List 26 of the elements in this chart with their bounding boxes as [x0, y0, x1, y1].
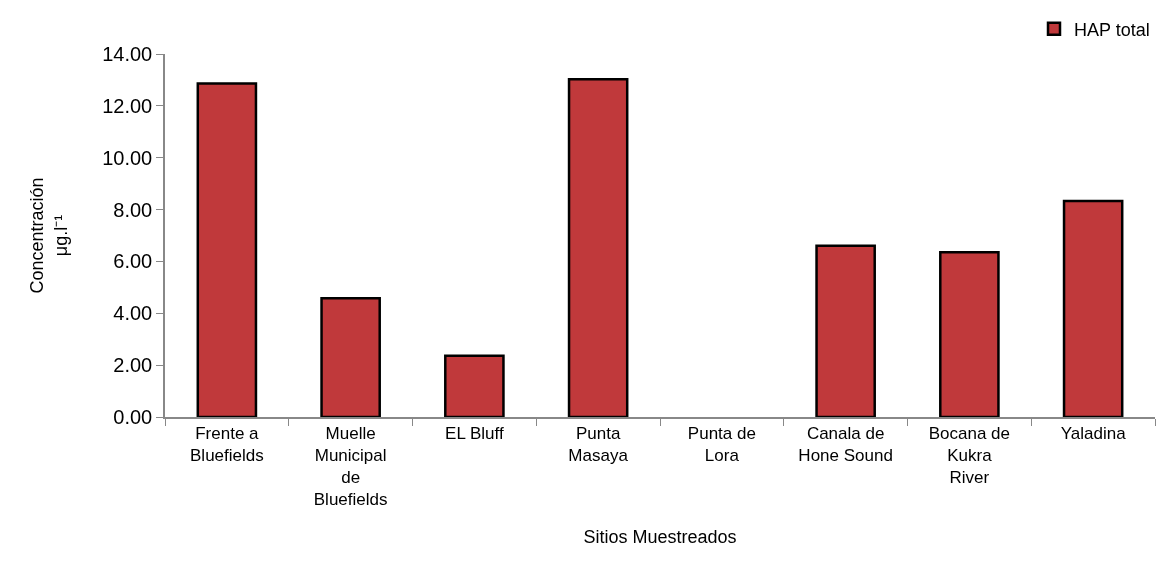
x-tick-label: Canala de Hone Sound — [798, 424, 893, 466]
y-tick-label: 0.00 — [113, 406, 153, 428]
bar — [815, 244, 876, 417]
x-tick-label: Punta de Lora — [687, 424, 756, 466]
x-tick-label: Punta Masaya — [568, 424, 629, 466]
legend-label: HAP total — [1074, 19, 1150, 40]
y-tick-label: 12.00 — [102, 94, 153, 117]
x-tick-label: Yaladina — [1060, 424, 1127, 444]
x-tick-label: EL Bluff — [445, 424, 504, 444]
y-axis-title: Concentración μg.l⁻¹ — [27, 177, 71, 294]
bar — [1062, 199, 1124, 417]
y-tick-label: 2.00 — [113, 354, 153, 377]
bar — [939, 251, 1000, 417]
x-tick-label: Frente a Bluefields — [190, 424, 264, 466]
y-tick-label: 8.00 — [113, 198, 153, 221]
bar — [567, 77, 629, 417]
y-tick-label: 10.00 — [102, 146, 153, 169]
bar — [320, 297, 381, 417]
y-tick-label: 4.00 — [113, 302, 153, 325]
x-tick-label: Muelle Municipal de Bluefields — [313, 424, 388, 510]
y-tick-label: 14.00 — [102, 43, 153, 65]
bar — [444, 354, 505, 417]
y-tick-label: 6.00 — [113, 250, 153, 273]
x-axis-title: Sitios Muestreados — [583, 527, 737, 548]
x-tick-label: Bocana de Kukra River — [928, 424, 1011, 488]
bar — [196, 82, 258, 417]
